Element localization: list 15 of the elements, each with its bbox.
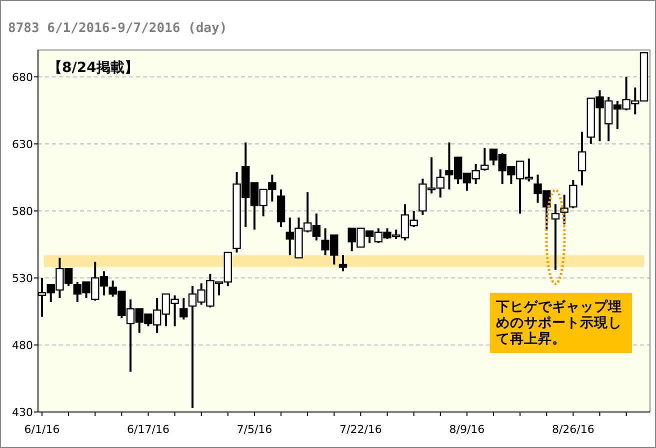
y-tick-label: 580 — [12, 204, 33, 218]
chart-title: 8783 6/1/2016-9/7/2016 (day) — [8, 21, 228, 36]
x-tick-label: 6/17/16 — [127, 423, 170, 436]
y-tick-label: 530 — [12, 272, 33, 285]
annotation: 下ヒゲでギャップ埋めのサポート示現して再上昇。 — [495, 298, 622, 347]
x-tick-label: 6/1/16 — [24, 423, 60, 436]
x-tick-label: 7/22/16 — [340, 423, 382, 436]
y-tick-label: 630 — [12, 138, 33, 151]
x-tick-label: 8/9/16 — [449, 423, 485, 436]
y-tick-label: 480 — [12, 338, 33, 352]
annotation: 【8/24掲載】 — [48, 60, 138, 76]
x-tick-label: 8/26/16 — [552, 423, 594, 436]
y-tick-label: 430 — [12, 406, 33, 419]
y-tick-label: 680 — [12, 70, 33, 84]
x-tick-label: 7/5/16 — [236, 423, 272, 436]
